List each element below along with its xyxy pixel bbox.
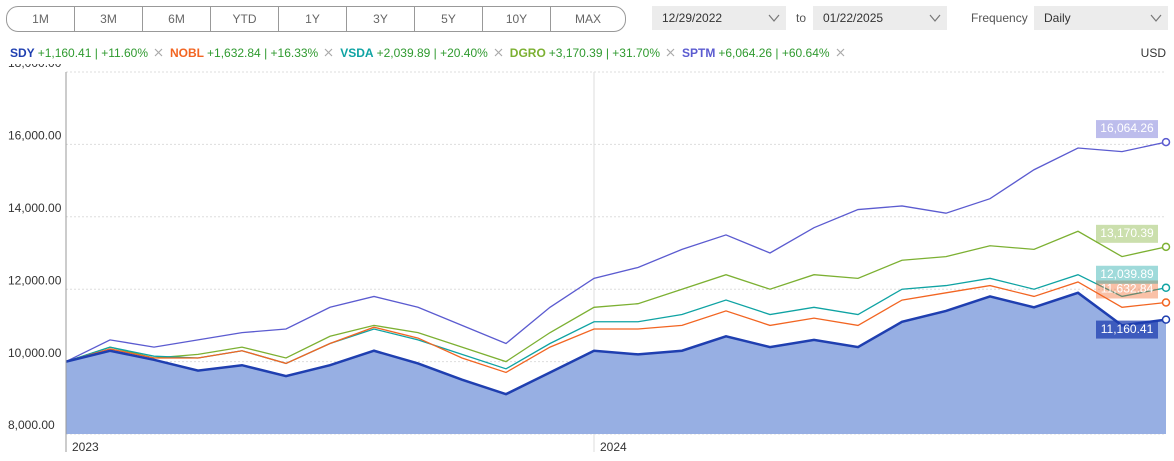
legend-item: DGRO +3,170.39 | +31.70%	[510, 46, 675, 60]
end-label-box	[1096, 280, 1158, 299]
end-date-text: 01/22/2025	[823, 11, 884, 25]
end-label: 11,632.84	[1101, 282, 1154, 296]
end-label-box	[1096, 320, 1158, 339]
range-button[interactable]: 3Y	[347, 7, 415, 31]
legend-item: SDY +1,160.41 | +11.60%	[10, 46, 163, 60]
chevron	[1150, 14, 1162, 22]
legend-value: +2,039.89 | +20.40%	[376, 46, 488, 60]
chevron	[929, 14, 941, 22]
close-icon	[494, 48, 503, 57]
start-date-text: 12/29/2022	[662, 11, 723, 25]
end-label: 16,064.26	[1100, 121, 1154, 135]
legend-name: SDY	[10, 46, 35, 60]
x-tick-label: 2023	[72, 440, 99, 454]
toolbar: 1M 3M 6M YTD 1Y 3Y 5Y 10Y MAX 12/29/2022 to 01/2…	[0, 0, 1174, 40]
legend-name: NOBL	[170, 46, 205, 60]
legend-name: VSDA	[340, 46, 374, 60]
legend-close[interactable]	[494, 48, 503, 57]
close-icon	[836, 48, 845, 57]
chart: 8,000.00 10,000.00 12,000.00 14,000.00 16,00…	[8, 64, 1171, 454]
legend-close[interactable]	[666, 48, 675, 57]
series-line	[65, 291, 1167, 396]
y-tick-label: 12,000.00	[8, 273, 62, 287]
close-icon	[154, 48, 163, 57]
range-button[interactable]: 3M	[75, 7, 143, 31]
legend-value: +1,160.41 | +11.60%	[37, 46, 149, 60]
range-button[interactable]: 6M	[143, 7, 211, 31]
series-line	[65, 141, 1167, 363]
range-button[interactable]: MAX	[574, 12, 601, 26]
legend-item: VSDA +2,039.89 | +20.40%	[340, 46, 503, 60]
frequency-label: Frequency	[971, 11, 1028, 25]
legend-value: +1,632.84 | +16.33%	[207, 46, 319, 60]
end-label-box	[1096, 265, 1158, 284]
y-tick-label: 14,000.00	[8, 201, 62, 215]
close-icon	[324, 48, 333, 57]
legend-name: DGRO	[509, 46, 546, 60]
legend-close[interactable]	[154, 48, 163, 57]
end-label: 13,170.39	[1100, 226, 1154, 240]
end-marker	[1161, 315, 1171, 324]
legend-close[interactable]	[324, 48, 333, 57]
end-label: 11,160.41	[1101, 322, 1154, 336]
x-tick-label: 2024	[600, 440, 627, 454]
legend-value: +6,064.26 | +60.64%	[718, 46, 830, 60]
currency: USD	[1140, 46, 1166, 60]
end-label-box	[1096, 120, 1158, 139]
series-line	[65, 281, 1167, 374]
legend-close[interactable]	[836, 48, 845, 57]
frequency-select[interactable]: Daily	[1034, 6, 1168, 30]
end-label-box	[1096, 224, 1158, 243]
to-label: to	[796, 11, 807, 25]
y-tick-label: 10,000.00	[8, 346, 62, 360]
frequency-text: Daily	[1044, 11, 1071, 25]
end-date[interactable]: 01/22/2025	[813, 6, 947, 30]
y-tick-label: 8,000.00	[8, 418, 55, 432]
end-marker	[1161, 283, 1171, 293]
end-marker	[1161, 298, 1171, 307]
end-marker	[1161, 242, 1171, 252]
series-line	[65, 230, 1167, 363]
end-marker	[1161, 137, 1171, 147]
range-button[interactable]: YTD	[211, 7, 279, 31]
legend-item: SPTM +6,064.26 | +60.64%	[682, 46, 845, 60]
close-icon	[666, 48, 675, 57]
range-buttons: 1M 3M 6M YTD 1Y 3Y 5Y 10Y MAX	[6, 6, 626, 32]
end-label: 12,039.89	[1100, 267, 1154, 281]
legend-name: SPTM	[682, 46, 716, 60]
area-fill	[66, 292, 1166, 434]
legend-item: NOBL +1,632.84 | +16.33%	[170, 46, 333, 60]
legend: SDY +1,160.41 | +11.60% NOBL +1,632.84 | +1…	[10, 46, 845, 60]
y-tick-label: 18,000.00	[8, 64, 62, 70]
range-button[interactable]: 10Y	[483, 7, 551, 31]
legend-value: +3,170.39 | +31.70%	[548, 46, 661, 60]
chevron	[768, 14, 780, 22]
range-button[interactable]: 5Y	[415, 7, 483, 31]
range-button[interactable]: 1M	[7, 7, 75, 31]
range-button[interactable]: 1Y	[279, 7, 347, 31]
y-tick-label: 16,000.00	[8, 129, 62, 143]
start-date[interactable]: 12/29/2022	[652, 6, 786, 30]
